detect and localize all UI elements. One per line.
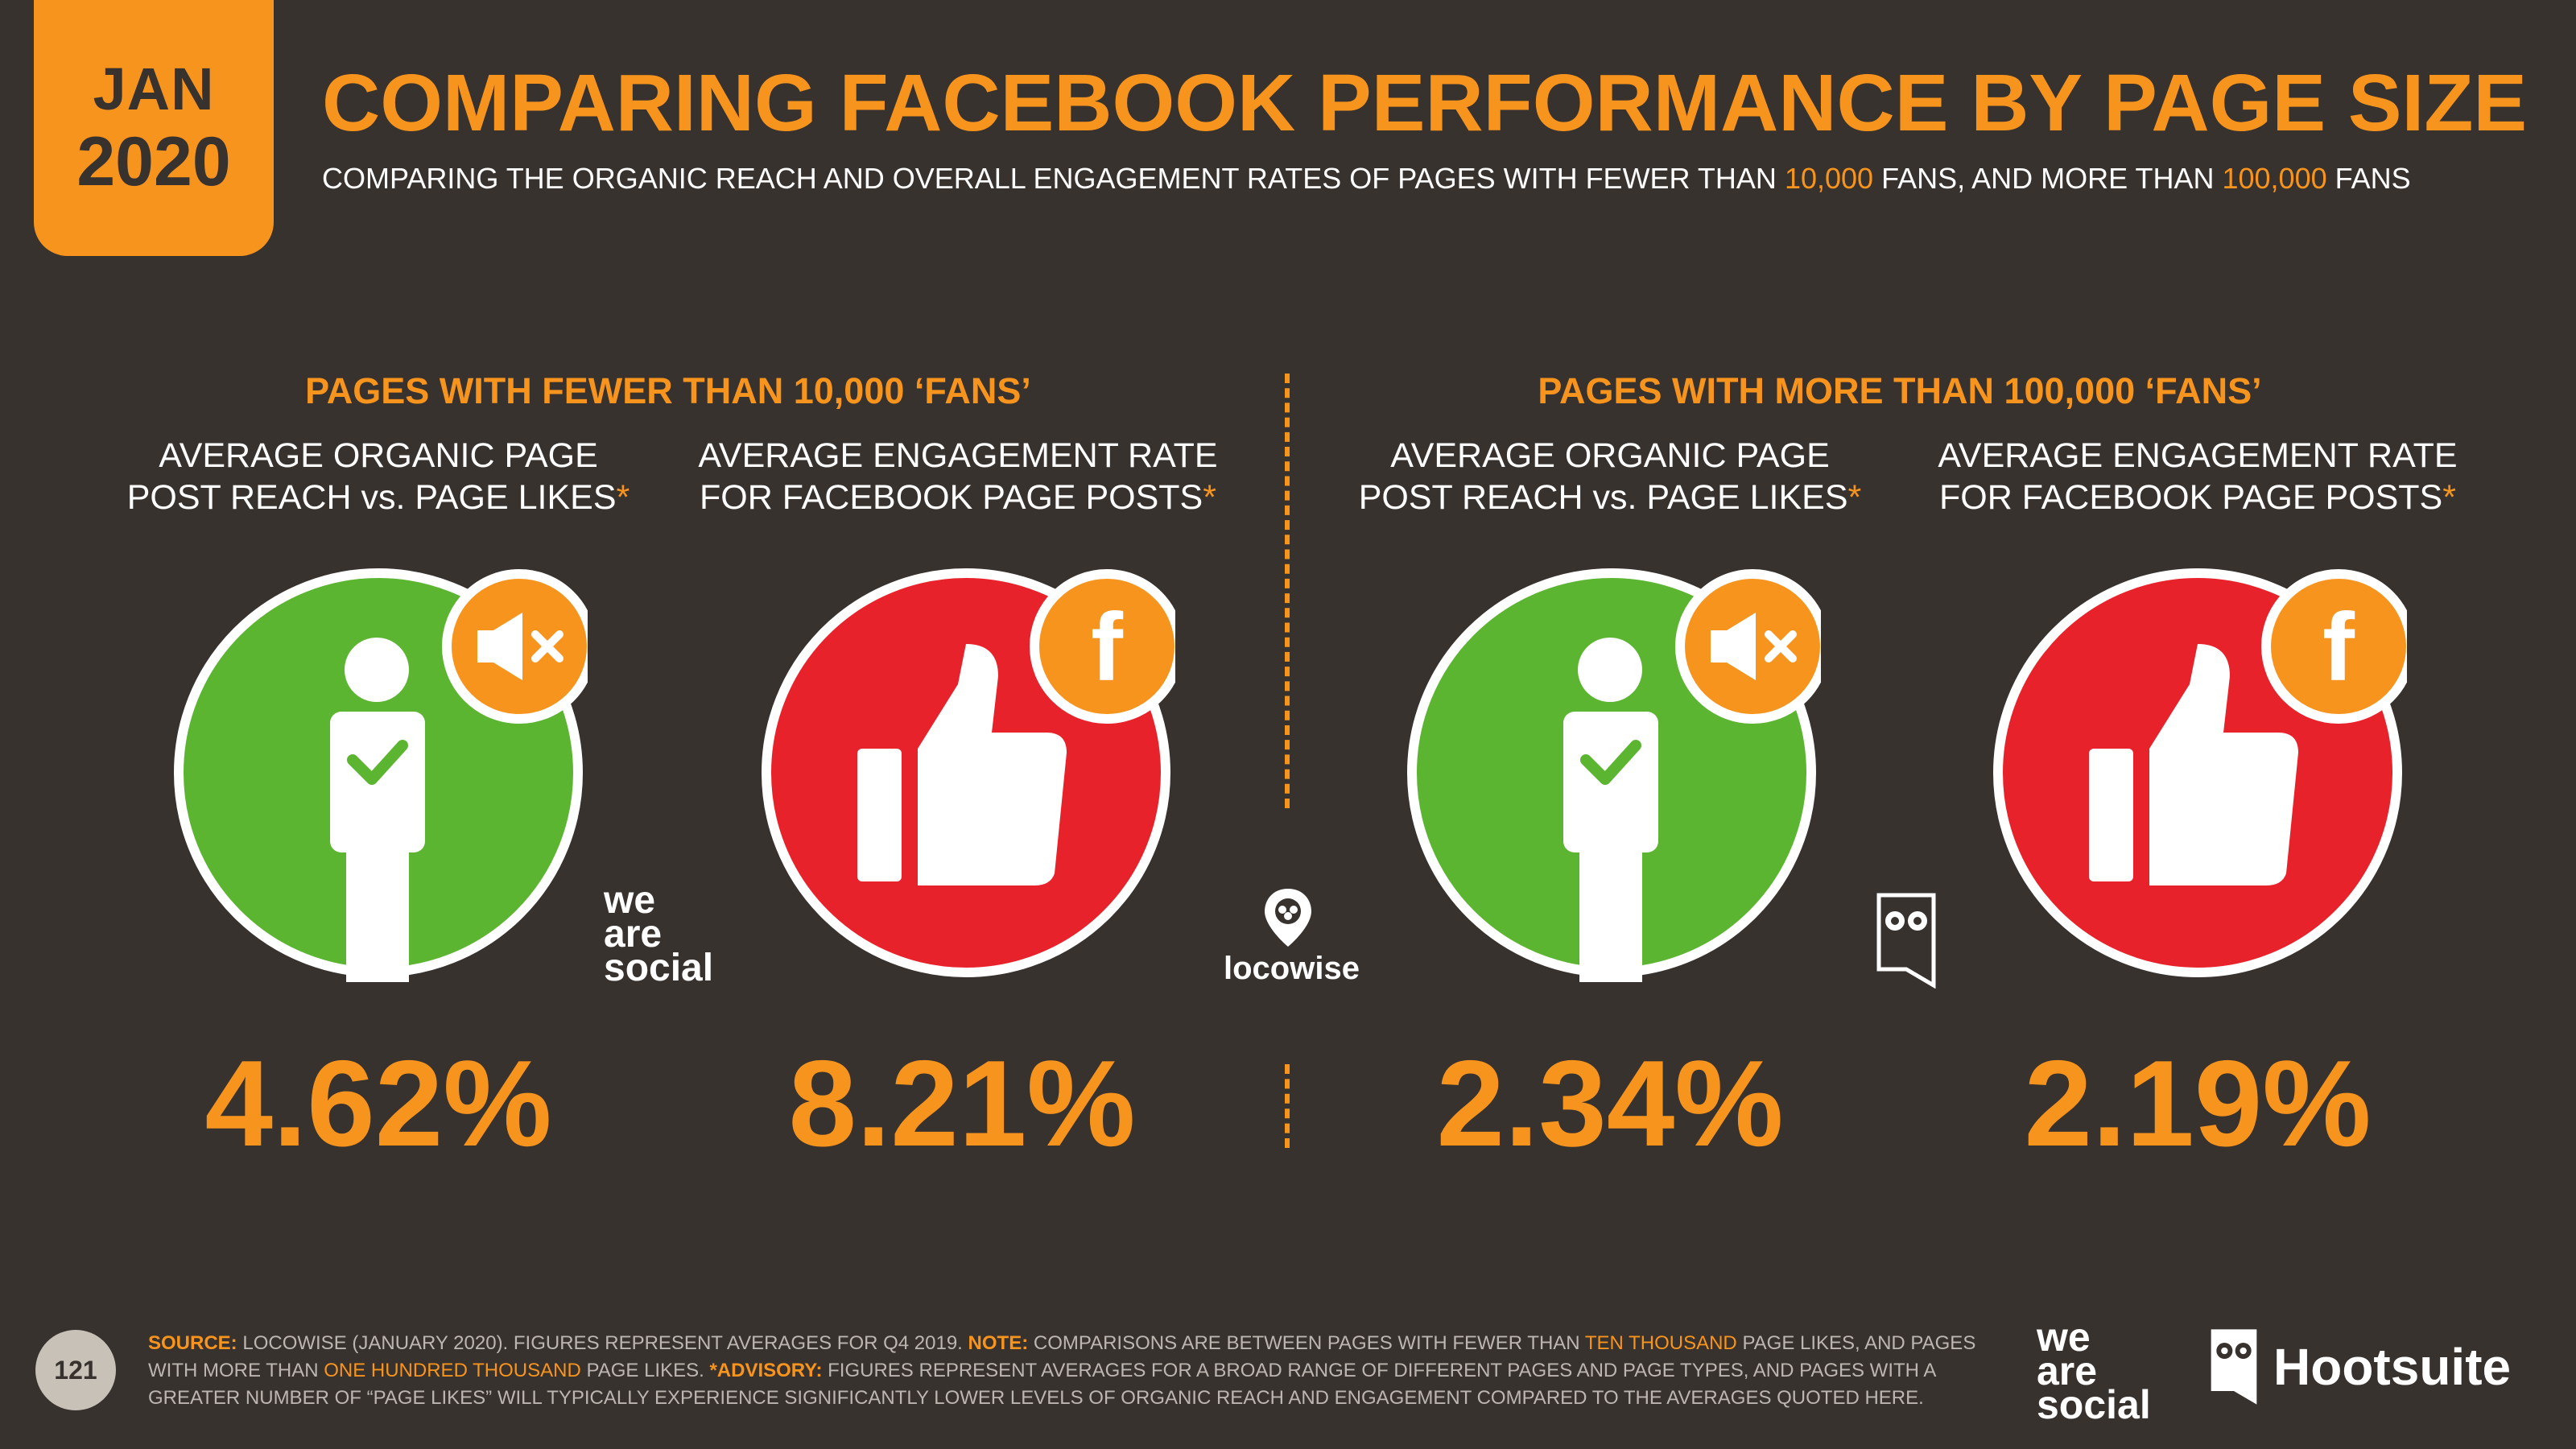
facebook-letter: f [1091,593,1124,701]
section-divider [1285,374,1290,808]
value-reach-large: 2.34% [1436,1035,1784,1172]
engagement-icon-circle-large: f [1988,564,2416,982]
metric-label-line2: POST REACH vs. PAGE LIKES [126,478,617,517]
value-engagement-small: 8.21% [788,1035,1136,1172]
section-heading-small-pages: PAGES WITH FEWER THAN 10,000 ‘FANS’ [305,370,1031,411]
subtitle-part3: FANS [2334,162,2411,195]
hootsuite-logo-footer: Hootsuite [2206,1327,2511,1407]
metric-label-reach-large: AVERAGE ORGANIC PAGE POST REACH vs. PAGE… [1320,435,1900,518]
subtitle-part1: COMPARING THE ORGANIC REACH AND OVERALL … [322,162,1777,195]
metric-label-line2: FOR FACEBOOK PAGE POSTS [1939,478,2443,517]
metric-label-line1: AVERAGE ENGAGEMENT RATE [698,436,1218,475]
locowise-logo: locowise [1224,886,1360,987]
logo-word: we [2037,1315,2091,1360]
locowise-pin-icon [1265,889,1311,947]
facebook-letter: f [2322,593,2355,701]
badge-year: 2020 [76,123,231,200]
note-text: PAGE LIKES, AND PAGES WITH MORE THAN [148,1332,1976,1381]
hootsuite-wordmark: Hootsuite [2273,1338,2512,1396]
metric-label-line2: POST REACH vs. PAGE LIKES [1358,478,1848,517]
locowise-wordmark: locowise [1224,951,1360,986]
owl-icon [1876,893,1936,989]
note-text: PAGE LIKES. [586,1360,704,1381]
engagement-icon-circle-small: f [757,564,1184,982]
owl-icon [2211,1329,2257,1405]
asterisk: * [616,478,630,517]
metric-label-line2: FOR FACEBOOK PAGE POSTS [700,478,1203,517]
page-number: 121 [35,1330,116,1410]
source-label: SOURCE: [148,1332,237,1354]
badge-month: JAN [93,56,215,122]
asterisk: * [1203,478,1216,517]
note-label: NOTE: [968,1332,1029,1354]
page-title: COMPARING FACEBOOK PERFORMANCE BY PAGE S… [322,58,2528,148]
facebook-icon: f [2261,569,2416,724]
reach-icon-circle-small [169,564,597,990]
hootsuite-owl-logo-inline [1874,892,1938,993]
metric-label-reach-small: AVERAGE ORGANIC PAGE POST REACH vs. PAGE… [89,435,668,518]
logo-word: we [604,879,656,922]
metric-label-line1: AVERAGE ENGAGEMENT RATE [1938,436,2458,475]
advisory-label: *ADVISORY: [709,1360,823,1381]
asterisk: * [2442,478,2456,517]
value-engagement-large: 2.19% [2024,1035,2372,1172]
thumbs-up-icon [2089,644,2298,886]
metric-label-line1: AVERAGE ORGANIC PAGE [159,436,598,475]
section-divider-lower [1285,1064,1290,1148]
logo-word: are [604,913,663,956]
note-highlight: TEN THOUSAND [1584,1332,1737,1354]
section-heading-large-pages: PAGES WITH MORE THAN 100,000 ‘FANS’ [1538,370,2262,411]
source-text: LOCOWISE (JANUARY 2020). FIGURES REPRESE… [242,1332,963,1354]
subtitle-num1: 10,000 [1784,162,1874,195]
logo-word: are [2037,1348,2098,1393]
reach-icon-circle-large [1402,564,1830,990]
asterisk: * [1847,478,1862,517]
logo-word: social [2037,1382,2151,1427]
page-subtitle: COMPARING THE ORGANIC REACH AND OVERALL … [322,164,2568,193]
metric-label-line1: AVERAGE ORGANIC PAGE [1390,436,1830,475]
thumbs-up-icon [857,644,1067,886]
footer-source-note: SOURCE: LOCOWISE (JANUARY 2020). FIGURES… [148,1330,2000,1412]
we-are-social-logo-inline: we are social [604,879,714,989]
advisory-text: FIGURES REPRESENT AVERAGES FOR A BROAD R… [148,1360,1936,1409]
facebook-icon: f [1030,569,1184,724]
metric-label-engagement-small: AVERAGE ENGAGEMENT RATE FOR FACEBOOK PAG… [668,435,1248,518]
date-badge: JAN 2020 [34,0,274,256]
megaphone-mute-icon [442,569,597,724]
value-reach-small: 4.62% [204,1035,552,1172]
note-highlight: ONE HUNDRED THOUSAND [324,1360,581,1381]
we-are-social-logo-footer: we are social [2037,1315,2151,1427]
subtitle-num2: 100,000 [2222,162,2327,195]
metric-label-engagement-large: AVERAGE ENGAGEMENT RATE FOR FACEBOOK PAG… [1908,435,2487,518]
note-text: COMPARISONS ARE BETWEEN PAGES WITH FEWER… [1033,1332,1580,1354]
subtitle-part2: FANS, AND MORE THAN [1881,162,2215,195]
logo-word: social [604,947,714,989]
megaphone-mute-icon [1675,569,1830,724]
